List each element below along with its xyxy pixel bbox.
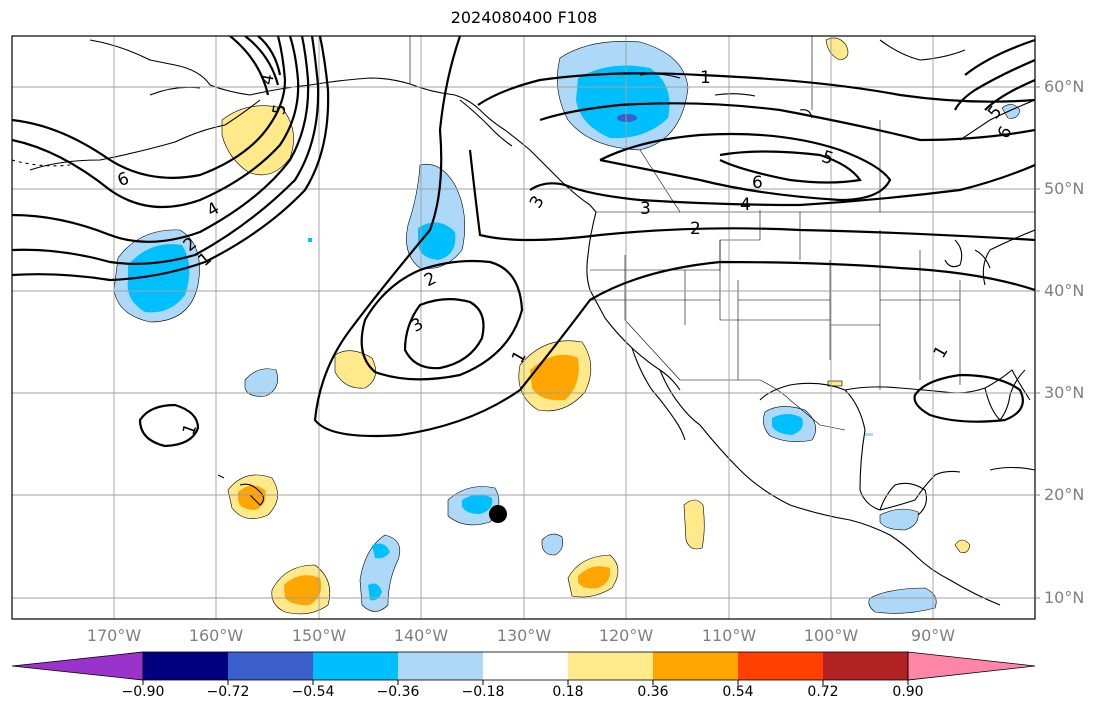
contour-label: 6 bbox=[994, 123, 1017, 142]
contour-label: 2 bbox=[690, 219, 701, 239]
anomaly-strong-negative-core bbox=[617, 114, 637, 122]
anomaly-positive-core bbox=[578, 566, 611, 589]
anomaly-positive-region bbox=[334, 350, 377, 389]
contour-label: 5 bbox=[984, 102, 1006, 123]
map-title: 2024080400 F108 bbox=[450, 8, 598, 27]
colorbar-tick-label: 0.72 bbox=[807, 684, 839, 700]
colorbar-tick-label: −0.72 bbox=[206, 684, 250, 700]
contour-label: 3 bbox=[640, 199, 651, 219]
contour-label: 5 bbox=[269, 103, 291, 117]
colorbar-tick-label: −0.36 bbox=[376, 684, 420, 700]
anomaly-negative-region bbox=[541, 533, 563, 556]
colorbar bbox=[11, 651, 1036, 685]
contour-lines bbox=[12, 36, 1035, 448]
colorbar-tick-label: 0.18 bbox=[552, 684, 584, 700]
colorbar-under-triangle bbox=[11, 651, 144, 681]
coastlines bbox=[12, 39, 1035, 606]
anomaly-positive-core bbox=[530, 354, 579, 401]
lat-lon-grid bbox=[12, 36, 1035, 619]
lat-label: 40°N bbox=[1044, 281, 1085, 300]
colorbar-tick-label: 0.90 bbox=[892, 684, 924, 700]
contour-label: 6 bbox=[752, 173, 763, 193]
anomaly-negative-core bbox=[576, 65, 670, 139]
political-borders bbox=[409, 36, 1035, 431]
anomaly-shading bbox=[113, 37, 1021, 615]
lat-ticks bbox=[1035, 86, 1040, 599]
anomaly-positive-region bbox=[954, 539, 971, 553]
contour-label: 4 bbox=[257, 73, 279, 87]
anomaly-negative-region bbox=[879, 508, 919, 531]
lon-label: 150°W bbox=[291, 626, 347, 645]
colorbar-segment bbox=[568, 652, 653, 680]
anomaly-negative-core bbox=[372, 543, 390, 559]
colorbar-tick-label: −0.54 bbox=[291, 684, 335, 700]
lat-label: 10°N bbox=[1044, 588, 1085, 607]
lon-label: 110°W bbox=[701, 626, 757, 645]
colorbar-segment bbox=[398, 652, 483, 680]
lon-label: 160°W bbox=[188, 626, 244, 645]
anomaly-negative-core bbox=[127, 244, 190, 313]
contour-label: 5 bbox=[819, 147, 836, 169]
contour-label: 2 bbox=[421, 268, 439, 291]
contour-label: 6 bbox=[115, 169, 132, 191]
anomaly-negative-core bbox=[772, 414, 803, 435]
anomaly-negative-region bbox=[865, 433, 873, 436]
anomaly-negative-region bbox=[244, 368, 278, 397]
colorbar-segment bbox=[483, 652, 568, 680]
lat-label: 60°N bbox=[1044, 77, 1085, 96]
location-marker bbox=[489, 505, 507, 523]
lon-label: 130°W bbox=[496, 626, 552, 645]
contour-label: 3 bbox=[526, 192, 549, 211]
colorbar-segment bbox=[653, 652, 738, 680]
lon-label: 170°W bbox=[86, 626, 142, 645]
anomaly-negative-core bbox=[462, 494, 493, 514]
lon-label: 100°W bbox=[803, 626, 859, 645]
colorbar-over-triangle bbox=[907, 651, 1036, 681]
lon-label: 120°W bbox=[598, 626, 654, 645]
contour-label: 1 bbox=[700, 68, 711, 88]
anomaly-positive-region bbox=[825, 37, 849, 61]
colorbar-tick-label: 0.54 bbox=[722, 684, 754, 700]
lon-label: 90°W bbox=[910, 626, 956, 645]
colorbar-tick-label: −0.90 bbox=[121, 684, 165, 700]
map-frame bbox=[11, 35, 1036, 620]
lat-label: 50°N bbox=[1044, 179, 1085, 198]
contour-label: 4 bbox=[204, 198, 223, 221]
anomaly-negative-region bbox=[308, 238, 312, 242]
colorbar-segment bbox=[313, 652, 398, 680]
contour-label: 3 bbox=[408, 314, 427, 337]
lat-label: 20°N bbox=[1044, 485, 1085, 504]
lon-label: 140°W bbox=[393, 626, 449, 645]
contour-label: 4 bbox=[740, 195, 751, 215]
colorbar-tick-label: 0.36 bbox=[637, 684, 669, 700]
colorbar-segment bbox=[228, 652, 313, 680]
anomaly-positive-region bbox=[683, 499, 705, 550]
anomaly-negative-core bbox=[368, 583, 382, 601]
colorbar-segment bbox=[143, 652, 228, 680]
anomaly-positive-region bbox=[827, 380, 843, 387]
colorbar-segment bbox=[738, 652, 823, 680]
colorbar-tick-label: −0.18 bbox=[461, 684, 505, 700]
lat-label: 30°N bbox=[1044, 383, 1085, 402]
anomaly-negative-region bbox=[868, 587, 937, 614]
colorbar-segment bbox=[823, 652, 908, 680]
